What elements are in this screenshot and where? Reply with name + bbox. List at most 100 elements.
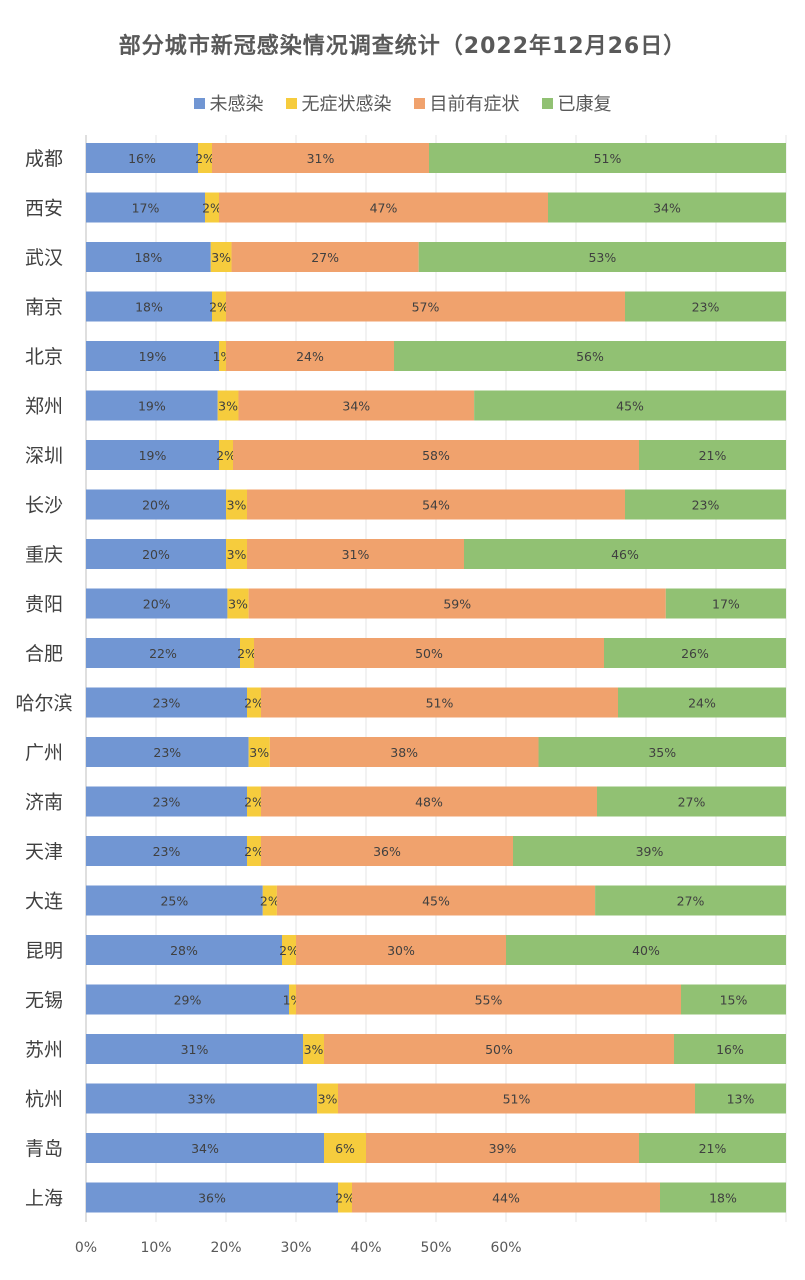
data-label: 50% (415, 646, 443, 661)
data-label: 22% (149, 646, 177, 661)
bar-segment (604, 638, 786, 668)
data-label: 23% (153, 696, 181, 711)
bar-segment (338, 1182, 352, 1213)
bar-segment (261, 836, 513, 866)
data-label: 53% (588, 250, 616, 265)
legend-label: 已康复 (557, 94, 612, 115)
data-label: 20% (142, 547, 170, 562)
category-label: 南京 (25, 297, 63, 319)
data-label: 39% (636, 844, 664, 859)
category-label: 北京 (25, 346, 63, 368)
bar-segment (86, 539, 226, 569)
category-label: 成都 (25, 148, 63, 170)
data-label: 3% (218, 399, 238, 414)
legend-swatch (285, 97, 297, 109)
data-label: 3% (228, 597, 248, 612)
data-label: 34% (191, 1141, 219, 1156)
data-label: 17% (712, 597, 740, 612)
x-tick-label: 30% (280, 1240, 311, 1256)
category-label: 大连 (25, 891, 63, 913)
bar-segment (86, 390, 218, 421)
legend-label: 未感染 (209, 94, 264, 115)
category-label: 苏州 (25, 1039, 63, 1061)
data-label: 23% (692, 498, 720, 513)
data-label: 59% (443, 597, 471, 612)
data-label: 15% (720, 993, 748, 1008)
bar-segment (625, 489, 786, 520)
bar-segment (254, 638, 604, 668)
data-label: 58% (422, 448, 450, 463)
chart-title: 部分城市新冠感染情况调查统计（2022年12月26日） (118, 34, 687, 59)
bar-segment (210, 242, 232, 272)
data-label: 19% (139, 349, 167, 364)
bar-segment (86, 885, 263, 916)
data-label: 19% (138, 399, 166, 414)
data-label: 2% (260, 894, 280, 909)
bar-segment (248, 737, 270, 767)
bar-segment (233, 440, 639, 470)
bar-segment (86, 786, 247, 817)
bar-segment (324, 1133, 366, 1163)
bar-segment (226, 291, 625, 322)
x-tick-label: 0% (75, 1240, 97, 1256)
data-label: 38% (390, 745, 418, 760)
bar-segment (86, 638, 240, 668)
bar-segment (303, 1034, 324, 1064)
bar-segment (625, 291, 786, 322)
bar-segment (86, 1133, 324, 1163)
data-label: 30% (387, 943, 415, 958)
bar-segment (289, 984, 296, 1015)
category-label: 上海 (25, 1188, 63, 1210)
data-label: 39% (489, 1141, 517, 1156)
bar-segment (86, 143, 198, 173)
data-label: 20% (143, 597, 171, 612)
data-label: 23% (153, 844, 181, 859)
data-label: 21% (699, 448, 727, 463)
legend-item-recovered: 已康复 (541, 90, 612, 116)
data-label: 24% (688, 696, 716, 711)
legend-item-uninfected: 未感染 (193, 90, 264, 116)
category-label: 西安 (25, 198, 63, 220)
data-label: 18% (135, 300, 163, 315)
data-label: 19% (139, 448, 167, 463)
data-label: 2% (195, 151, 215, 166)
data-label: 23% (153, 745, 181, 760)
data-label: 2% (209, 300, 229, 315)
category-label: 武汉 (25, 247, 63, 269)
category-label: 杭州 (25, 1089, 63, 1111)
bar-segment (226, 341, 394, 371)
data-label: 46% (611, 547, 639, 562)
category-label: 哈尔滨 (15, 693, 72, 715)
x-tick-label: 20% (210, 1240, 241, 1256)
data-label: 35% (648, 745, 676, 760)
bar-segment (261, 786, 597, 817)
x-tick-label: 40% (350, 1240, 381, 1256)
category-label: 长沙 (25, 495, 63, 517)
data-label: 44% (492, 1191, 520, 1206)
bar-segment (219, 341, 226, 371)
bar-segment (695, 1083, 786, 1114)
data-label: 33% (188, 1092, 216, 1107)
data-label: 29% (174, 993, 202, 1008)
bar-segment (86, 935, 282, 965)
bar-segment (226, 489, 247, 520)
data-label: 20% (142, 498, 170, 513)
data-label: 6% (335, 1141, 355, 1156)
bar-segment (247, 687, 261, 718)
bar-segment (538, 737, 786, 767)
data-label: 3% (304, 1042, 324, 1057)
data-label: 2% (279, 943, 299, 958)
data-label: 2% (244, 844, 264, 859)
bar-segment (247, 539, 464, 569)
bar-segment (238, 390, 475, 421)
bar-segment (366, 1133, 639, 1163)
category-label: 昆明 (25, 940, 63, 962)
bar-segment (681, 984, 786, 1015)
data-label: 57% (412, 300, 440, 315)
data-label: 2% (202, 201, 222, 216)
data-label: 17% (132, 201, 160, 216)
category-label: 天津 (25, 841, 63, 863)
legend-item-asymptomatic: 无症状感染 (285, 90, 392, 116)
data-label: 45% (616, 399, 644, 414)
bar-segment (595, 885, 786, 916)
